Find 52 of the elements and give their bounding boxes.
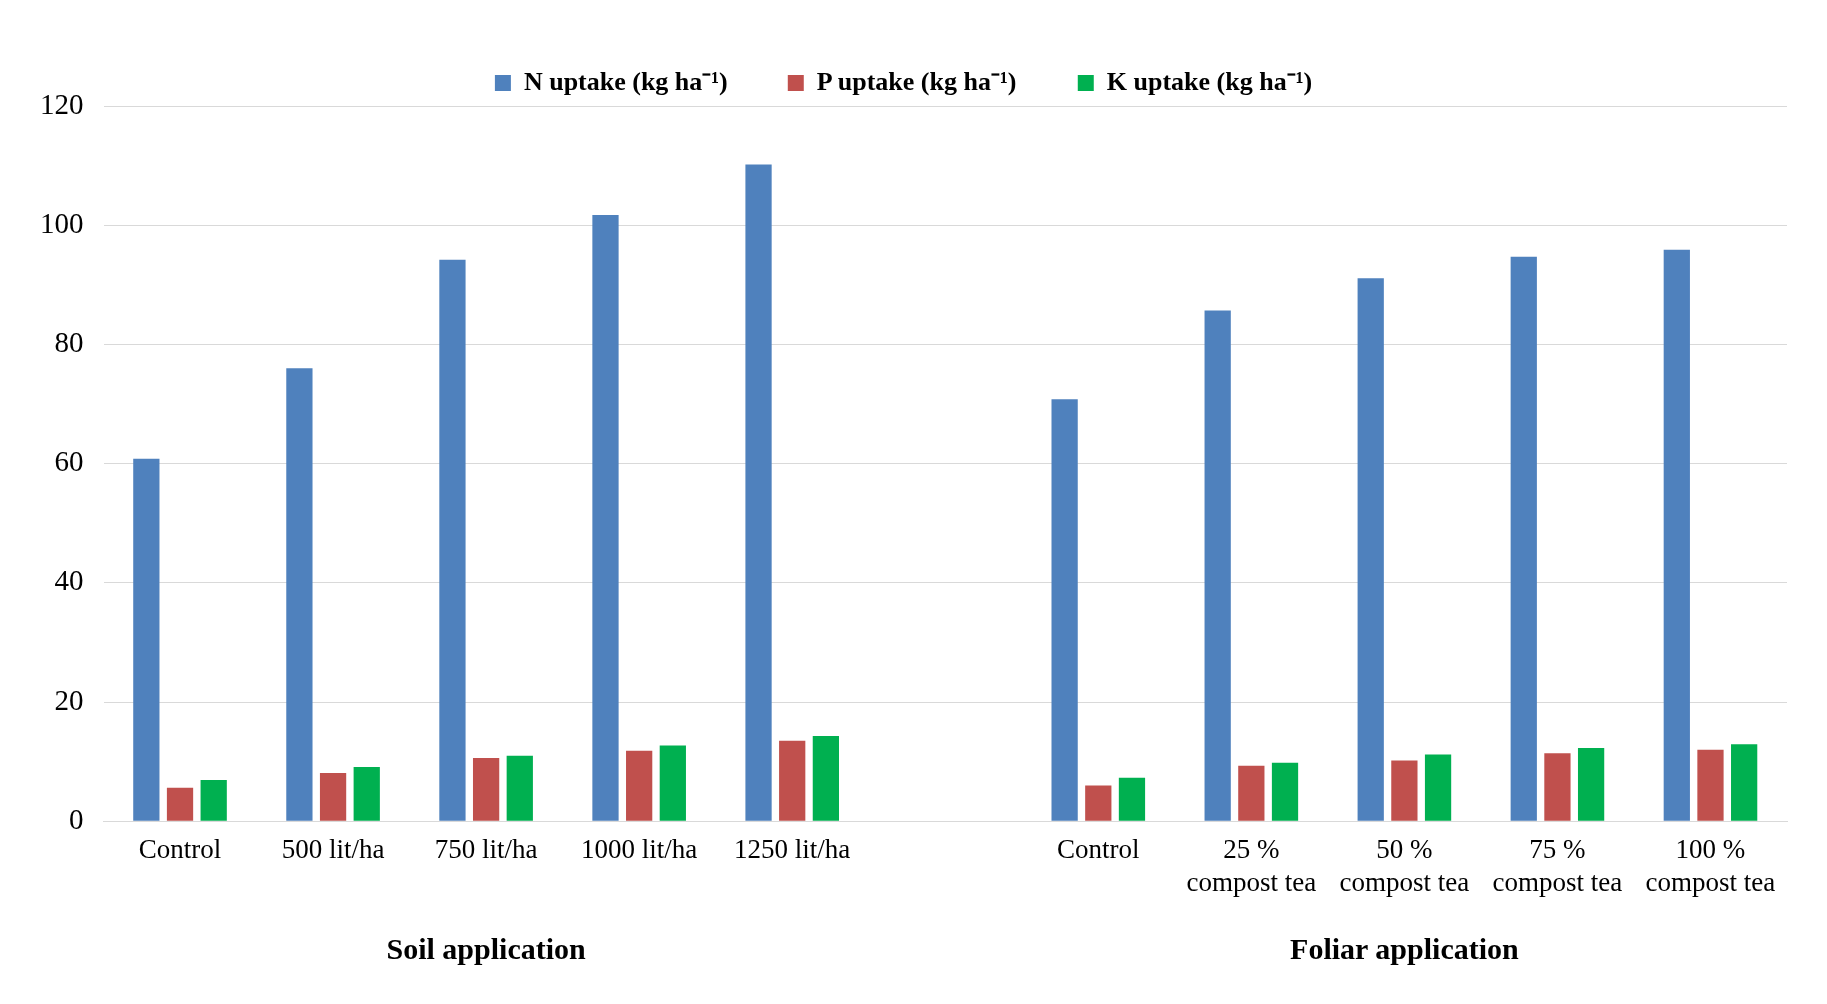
text: Foliar application [1290, 931, 1520, 965]
bar [1085, 785, 1112, 821]
bar [1577, 747, 1605, 821]
x-tick-label: 50 % compost tea [1339, 834, 1470, 897]
y-tick-label: 80 [54, 326, 84, 359]
bar [1424, 754, 1452, 821]
bar [1357, 278, 1384, 821]
bar [1391, 760, 1418, 821]
bar [1271, 762, 1299, 821]
y-tick-label: 20 [54, 683, 84, 716]
bar [745, 164, 772, 821]
bar [353, 766, 380, 821]
bar [1204, 310, 1231, 821]
x-tick-label: 75 % compost tea [1492, 834, 1623, 897]
bar [1697, 749, 1724, 821]
text: Soil application [386, 931, 587, 965]
bar [1051, 399, 1078, 821]
y-tick-label: 60 [54, 445, 84, 478]
bar [1118, 777, 1146, 821]
y-tick-label: 120 [40, 87, 84, 120]
bar [812, 735, 840, 821]
legend-label: N uptake (kg ha⁻¹) [523, 66, 728, 96]
legend-label: K uptake (kg ha⁻¹) [1106, 66, 1313, 96]
bar [1731, 744, 1758, 821]
x-tick-label: 100 % compost tea [1645, 834, 1776, 897]
bar [1663, 249, 1690, 821]
y-tick-label: 100 [40, 206, 84, 239]
bar [1510, 256, 1537, 821]
x-tick-label: 750 lit/ha [434, 834, 538, 865]
x-tick-label: Control [138, 834, 222, 865]
bar [286, 368, 313, 821]
bar [472, 758, 500, 821]
bar [319, 772, 347, 821]
bar [659, 745, 686, 821]
legend-label: P uptake (kg ha⁻¹) [816, 66, 1017, 96]
bar [166, 787, 194, 821]
x-tick-label: 1250 lit/ha [734, 834, 851, 865]
bar [1238, 765, 1265, 821]
x-tick-label: 25 % compost tea [1186, 834, 1317, 897]
bar [133, 458, 160, 821]
bar [779, 740, 806, 821]
bar [626, 750, 653, 821]
bar [200, 780, 227, 821]
bar [1544, 753, 1571, 821]
x-tick-label: 500 lit/ha [281, 834, 385, 865]
bar [592, 215, 619, 821]
bar [439, 259, 466, 821]
x-tick-label: 1000 lit/ha [581, 834, 698, 865]
y-tick-label: 40 [54, 564, 84, 597]
y-tick-label: 0 [69, 802, 84, 835]
x-tick-label: Control [1057, 834, 1140, 865]
bar [506, 755, 533, 821]
